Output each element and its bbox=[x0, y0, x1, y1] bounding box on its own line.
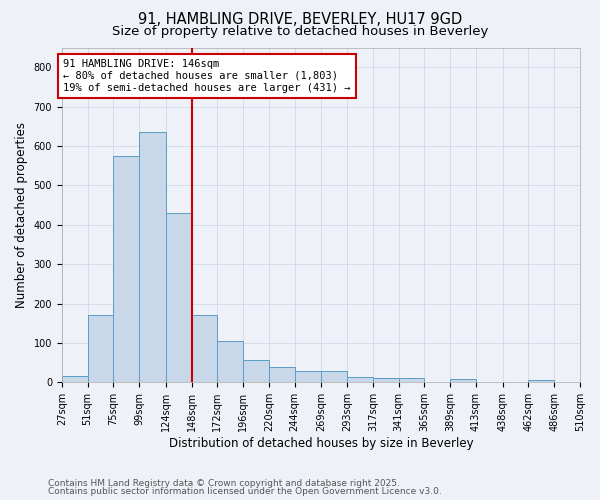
Bar bbox=[243, 360, 269, 382]
Bar bbox=[88, 316, 113, 382]
Bar bbox=[62, 376, 88, 382]
Text: Contains public sector information licensed under the Open Government Licence v3: Contains public sector information licen… bbox=[48, 487, 442, 496]
Bar bbox=[347, 377, 373, 382]
Bar bbox=[113, 156, 139, 382]
Text: Size of property relative to detached houses in Beverley: Size of property relative to detached ho… bbox=[112, 25, 488, 38]
Bar bbox=[269, 366, 295, 382]
Bar bbox=[217, 341, 243, 382]
Bar bbox=[191, 316, 217, 382]
Text: Contains HM Land Registry data © Crown copyright and database right 2025.: Contains HM Land Registry data © Crown c… bbox=[48, 478, 400, 488]
Bar bbox=[398, 378, 424, 382]
Text: 91 HAMBLING DRIVE: 146sqm
← 80% of detached houses are smaller (1,803)
19% of se: 91 HAMBLING DRIVE: 146sqm ← 80% of detac… bbox=[63, 60, 350, 92]
Bar bbox=[529, 380, 554, 382]
Bar bbox=[373, 378, 398, 382]
Bar bbox=[139, 132, 166, 382]
X-axis label: Distribution of detached houses by size in Beverley: Distribution of detached houses by size … bbox=[169, 437, 473, 450]
Y-axis label: Number of detached properties: Number of detached properties bbox=[15, 122, 28, 308]
Bar bbox=[322, 370, 347, 382]
Bar bbox=[166, 213, 191, 382]
Bar bbox=[295, 370, 322, 382]
Text: 91, HAMBLING DRIVE, BEVERLEY, HU17 9GD: 91, HAMBLING DRIVE, BEVERLEY, HU17 9GD bbox=[138, 12, 462, 28]
Bar bbox=[450, 379, 476, 382]
